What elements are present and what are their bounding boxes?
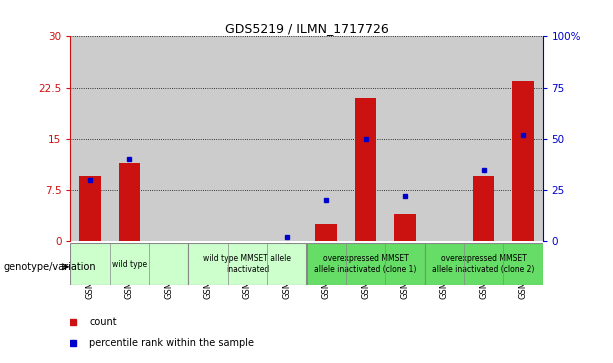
Bar bbox=[149, 36, 189, 241]
Title: GDS5219 / ILMN_1717726: GDS5219 / ILMN_1717726 bbox=[224, 22, 389, 35]
Bar bbox=[315, 224, 337, 241]
Bar bbox=[306, 243, 424, 285]
Text: genotype/variation: genotype/variation bbox=[3, 262, 96, 272]
Bar bbox=[473, 176, 494, 241]
Bar bbox=[424, 36, 464, 241]
Bar bbox=[355, 98, 376, 241]
Bar bbox=[464, 36, 503, 241]
Bar bbox=[306, 36, 346, 241]
Bar bbox=[424, 243, 543, 285]
Text: count: count bbox=[89, 317, 117, 327]
Bar bbox=[70, 36, 110, 241]
Bar bbox=[119, 163, 140, 241]
Bar bbox=[189, 243, 306, 285]
Bar bbox=[228, 36, 267, 241]
Bar bbox=[346, 36, 385, 241]
Bar bbox=[70, 243, 189, 285]
Bar bbox=[267, 36, 306, 241]
Text: wild type MMSET allele
inactivated: wild type MMSET allele inactivated bbox=[204, 254, 292, 274]
Text: overexpressed MMSET
allele inactivated (clone 2): overexpressed MMSET allele inactivated (… bbox=[432, 254, 535, 274]
Bar bbox=[385, 36, 424, 241]
Bar bbox=[189, 36, 228, 241]
Bar bbox=[503, 36, 543, 241]
Bar bbox=[394, 214, 416, 241]
Bar bbox=[110, 36, 149, 241]
Text: percentile rank within the sample: percentile rank within the sample bbox=[89, 338, 254, 347]
Bar bbox=[512, 81, 534, 241]
Text: overexpressed MMSET
allele inactivated (clone 1): overexpressed MMSET allele inactivated (… bbox=[314, 254, 417, 274]
Text: wild type: wild type bbox=[112, 260, 147, 269]
Bar bbox=[79, 176, 101, 241]
